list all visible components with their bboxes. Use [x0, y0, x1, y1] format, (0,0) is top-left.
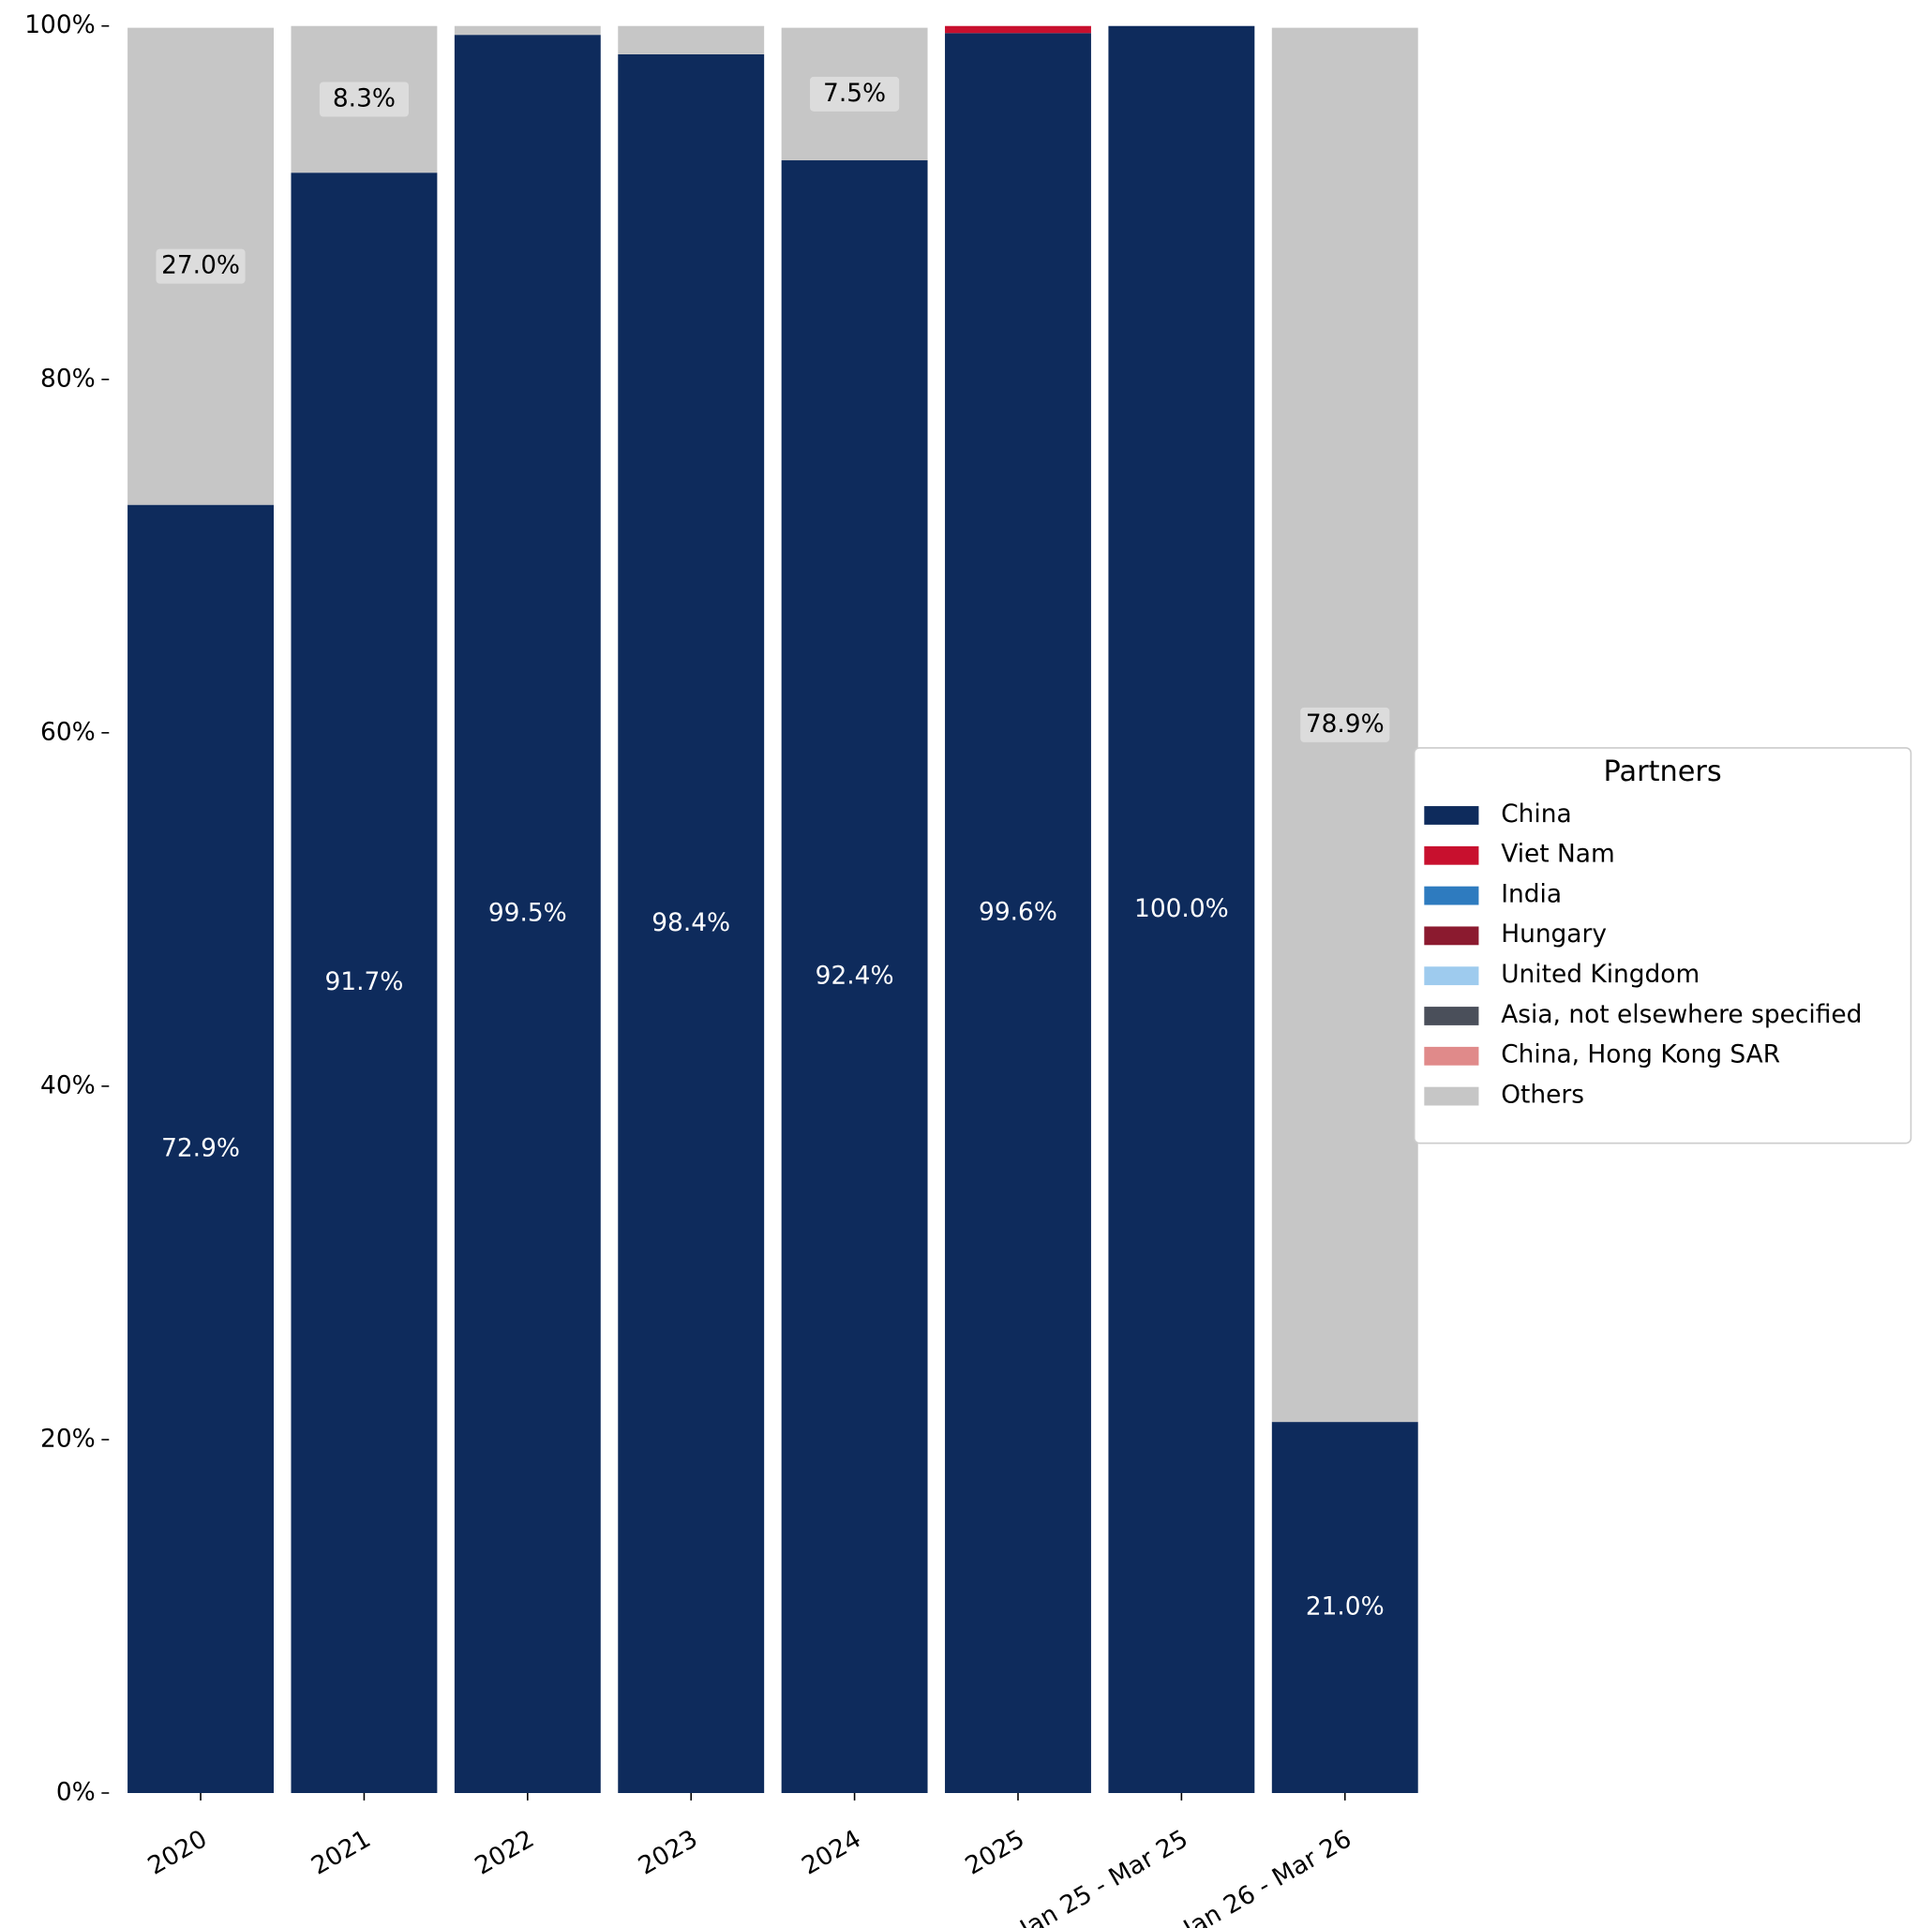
y-tick-label: 20% — [40, 1424, 96, 1453]
bar-segment — [291, 172, 438, 1793]
y-tick-label: 40% — [40, 1070, 96, 1099]
y-tick-label: 0% — [56, 1777, 96, 1806]
data-label-group: 99.6% — [979, 898, 1057, 927]
legend-swatch — [1424, 926, 1479, 946]
x-tick-label: 2022 — [470, 1824, 539, 1880]
legend-label: China — [1501, 800, 1571, 829]
data-label-group: 27.0% — [156, 248, 246, 284]
x-tick-label: 2025 — [960, 1824, 1029, 1880]
bar-segment — [618, 25, 765, 54]
legend-label: Others — [1501, 1080, 1584, 1109]
legend-label: Viet Nam — [1501, 840, 1614, 869]
data-label-group: 78.9% — [1300, 707, 1390, 742]
data-label: 98.4% — [651, 908, 730, 937]
bar-segment — [618, 53, 765, 1793]
data-label: 78.9% — [1306, 710, 1385, 739]
legend-swatch — [1424, 1046, 1479, 1066]
legend-swatch — [1424, 806, 1479, 825]
bar-segment — [454, 25, 601, 36]
data-label-bg — [156, 248, 246, 284]
data-label: 91.7% — [324, 967, 403, 996]
legend-swatch — [1424, 886, 1479, 905]
data-label-group: 8.3% — [319, 82, 409, 117]
x-tick-label: Jan 25 - Mar 25 — [1013, 1824, 1192, 1928]
legend-label: India — [1501, 879, 1562, 908]
legend-swatch — [1424, 845, 1479, 865]
data-label-bg — [319, 82, 409, 117]
legend-label: United Kingdom — [1501, 960, 1700, 989]
data-label: 21.0% — [1306, 1592, 1385, 1622]
data-label-bg — [1300, 707, 1390, 742]
data-label-group: 7.5% — [810, 76, 900, 112]
bar-segment — [1108, 25, 1255, 1793]
x-tick-label: 2023 — [634, 1824, 703, 1880]
data-label: 100.0% — [1134, 894, 1229, 923]
x-tick-label: 2020 — [143, 1824, 213, 1880]
data-label-group: 100.0% — [1134, 894, 1229, 923]
data-label-bg — [810, 76, 900, 112]
data-label: 72.9% — [161, 1133, 240, 1162]
data-label: 8.3% — [333, 83, 396, 112]
data-label-group: 21.0% — [1306, 1592, 1385, 1622]
data-label-group: 72.9% — [161, 1133, 240, 1162]
legend-label: Asia, not elsewhere specified — [1501, 1000, 1862, 1029]
x-tick-label: Jan 26 - Mar 26 — [1177, 1824, 1356, 1928]
data-label: 99.5% — [488, 899, 567, 928]
legend-swatch — [1424, 1007, 1479, 1025]
data-label-group: 98.4% — [651, 908, 730, 937]
legend-box — [1413, 747, 1912, 1144]
data-label: 27.0% — [161, 251, 240, 280]
bar-segment — [1271, 1422, 1418, 1793]
data-label: 99.6% — [979, 898, 1057, 927]
data-label-group: 92.4% — [816, 962, 894, 991]
x-tick-label: 2024 — [797, 1824, 866, 1880]
bar-segment — [454, 35, 601, 1793]
bar-segment — [781, 160, 928, 1793]
y-tick-label: 80% — [40, 364, 96, 393]
bar-segment — [127, 504, 274, 1793]
data-label-group: 91.7% — [324, 967, 403, 996]
y-tick-label: 100% — [24, 10, 95, 39]
legend-label: Hungary — [1501, 919, 1607, 949]
x-tick-label: 2021 — [307, 1824, 376, 1880]
data-label: 92.4% — [816, 962, 894, 991]
data-label: 7.5% — [823, 79, 886, 108]
bar-segment — [945, 25, 1091, 34]
legend-title: Partners — [1604, 755, 1722, 788]
legend-label: China, Hong Kong SAR — [1501, 1040, 1780, 1069]
legend-swatch — [1424, 1086, 1479, 1106]
bar-segment — [945, 33, 1091, 1793]
data-label-group: 99.5% — [488, 899, 567, 928]
y-tick-label: 60% — [40, 717, 96, 746]
legend-swatch — [1424, 966, 1479, 986]
